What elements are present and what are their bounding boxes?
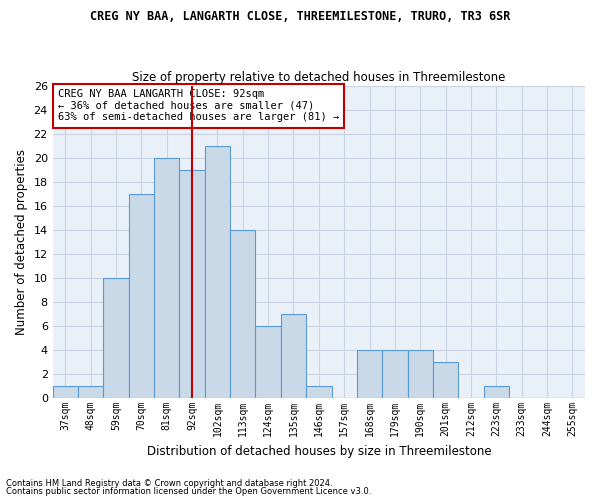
Bar [306, 386, 332, 398]
Text: CREG NY BAA LANGARTH CLOSE: 92sqm
← 36% of detached houses are smaller (47)
63% : CREG NY BAA LANGARTH CLOSE: 92sqm ← 36% … [58, 89, 339, 122]
Bar [179, 170, 205, 398]
X-axis label: Distribution of detached houses by size in Threemilestone: Distribution of detached houses by size … [146, 444, 491, 458]
Bar [433, 362, 458, 398]
Bar [357, 350, 382, 398]
Bar [78, 386, 103, 398]
Bar [205, 146, 230, 398]
Bar [230, 230, 256, 398]
Bar [407, 350, 433, 398]
Bar [53, 386, 78, 398]
Text: Contains public sector information licensed under the Open Government Licence v3: Contains public sector information licen… [6, 487, 371, 496]
Text: Contains HM Land Registry data © Crown copyright and database right 2024.: Contains HM Land Registry data © Crown c… [6, 478, 332, 488]
Bar [129, 194, 154, 398]
Title: Size of property relative to detached houses in Threemilestone: Size of property relative to detached ho… [132, 70, 506, 84]
Bar [382, 350, 407, 398]
Text: CREG NY BAA, LANGARTH CLOSE, THREEMILESTONE, TRURO, TR3 6SR: CREG NY BAA, LANGARTH CLOSE, THREEMILEST… [90, 10, 510, 23]
Bar [256, 326, 281, 398]
Bar [154, 158, 179, 398]
Bar [103, 278, 129, 398]
Y-axis label: Number of detached properties: Number of detached properties [15, 149, 28, 335]
Bar [484, 386, 509, 398]
Bar [281, 314, 306, 398]
